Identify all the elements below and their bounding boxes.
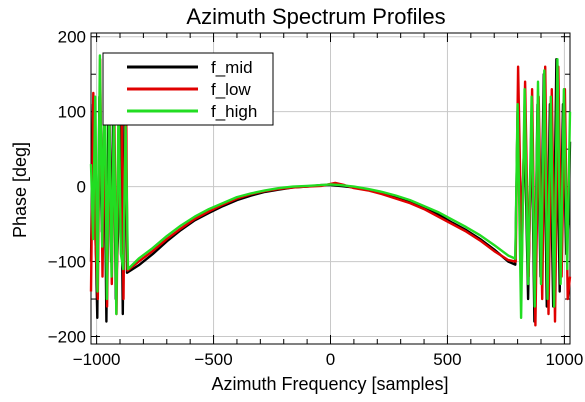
- y-tick-label: −100: [48, 253, 86, 272]
- y-tick-label: 100: [58, 103, 86, 122]
- chart-title: Azimuth Spectrum Profiles: [186, 4, 445, 29]
- series-f-high-line: [89, 54, 572, 319]
- x-tick-label: −500: [194, 350, 232, 369]
- y-axis-label: Phase [deg]: [10, 142, 30, 238]
- legend-label: f_high: [211, 102, 257, 121]
- y-tick-label: −200: [48, 328, 86, 347]
- y-tick-label: 200: [58, 28, 86, 47]
- legend: f_mid f_low f_high: [102, 52, 274, 126]
- legend-label: f_low: [211, 80, 251, 99]
- legend-label: f_mid: [211, 58, 253, 77]
- x-axis-label: Azimuth Frequency [samples]: [211, 374, 448, 394]
- x-tick-label: 500: [433, 350, 461, 369]
- y-tick-label: 0: [77, 178, 86, 197]
- x-tick-label: 1000: [545, 350, 583, 369]
- x-tick-label: 0: [326, 350, 335, 369]
- x-tick-label: −1000: [73, 350, 121, 369]
- series-layer: [89, 54, 572, 327]
